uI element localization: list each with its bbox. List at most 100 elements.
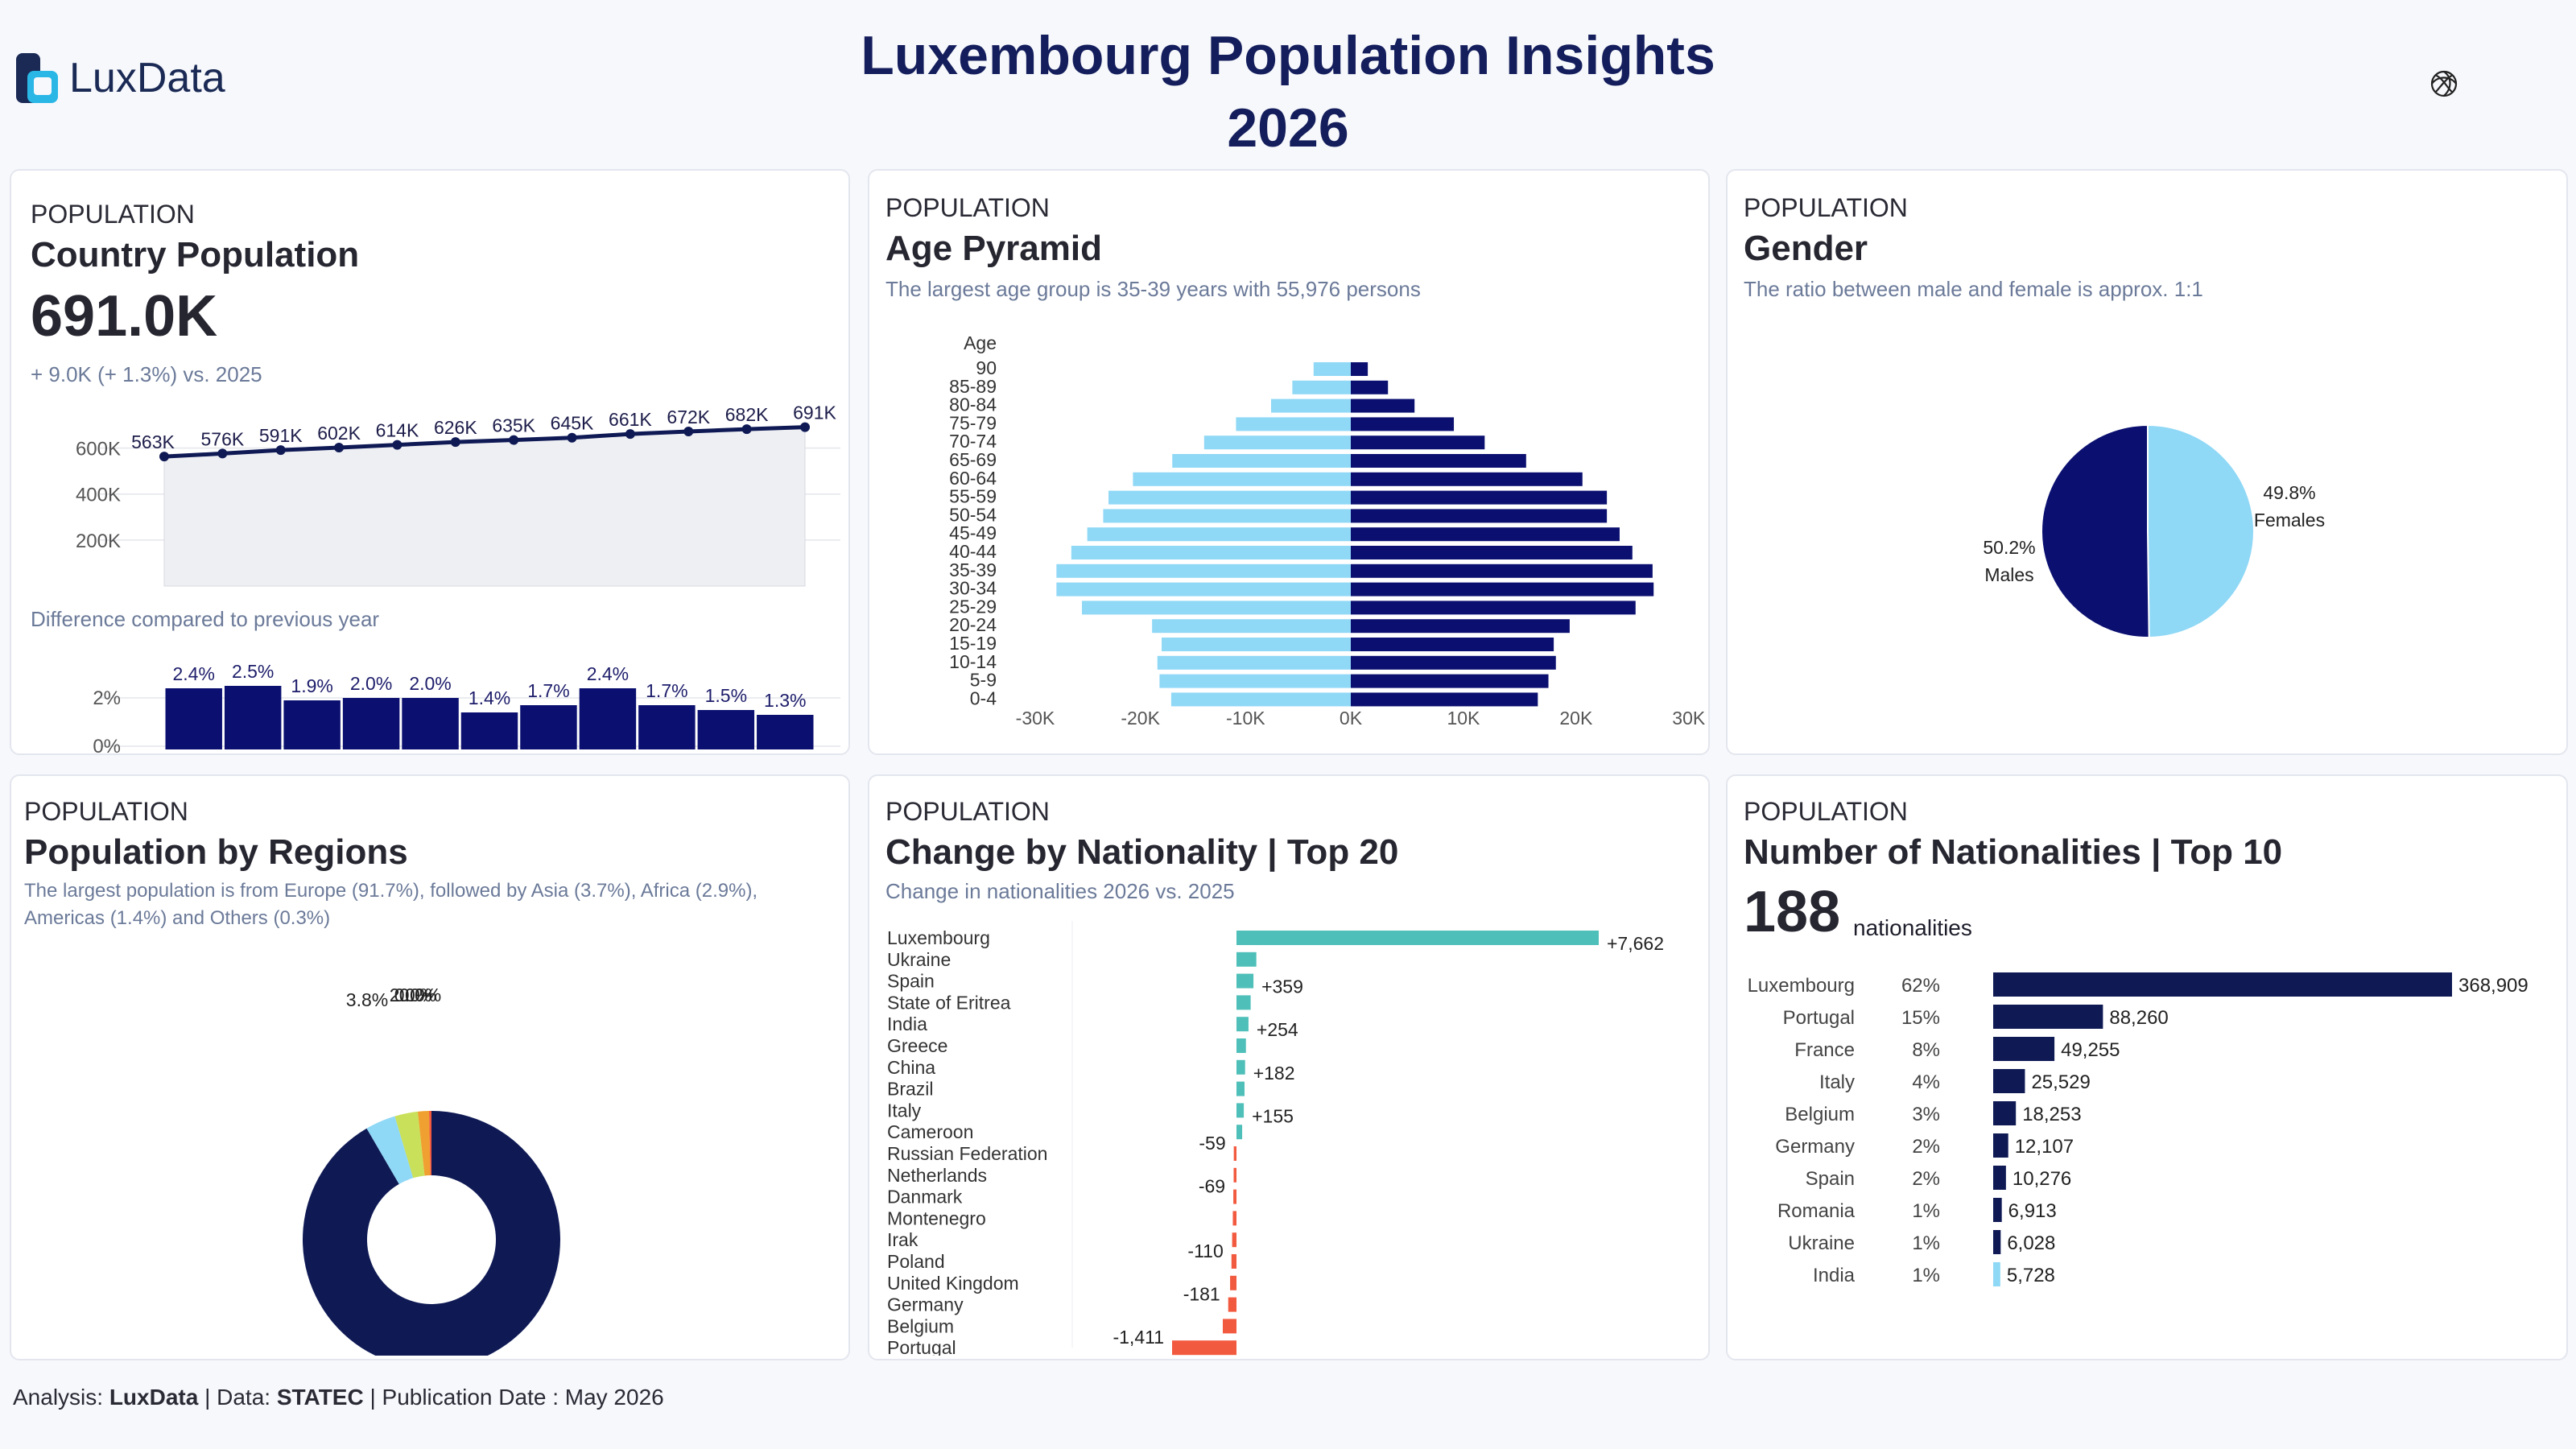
- x-tick-label: 30K: [1672, 708, 1706, 729]
- trend-value-label: 691K: [793, 404, 836, 423]
- y-tick-label: 200K: [76, 530, 121, 552]
- footer-data-value: STATEC: [276, 1385, 364, 1410]
- logo-text: LuxData: [69, 55, 225, 101]
- card-subtitle-line2: Americas (1.4%) and Others (0.3%): [24, 907, 331, 929]
- change-value-label: +7,662: [1607, 933, 1664, 954]
- regions-donut-chart: 91.7%3.8%2.0%0.0%0.0%: [303, 985, 561, 1356]
- nationality-label: Romania: [1777, 1200, 1856, 1222]
- nationality-label: Italy: [887, 1100, 922, 1121]
- age-label: 0-4: [970, 687, 997, 708]
- count-value-label: 368,909: [2458, 975, 2529, 997]
- nationality-label: Montenegro: [887, 1208, 986, 1228]
- footer: Analysis: LuxData | Data: STATEC | Publi…: [13, 1385, 664, 1410]
- trend-value-label: 591K: [259, 425, 303, 446]
- section-label: POPULATION: [886, 193, 1050, 222]
- spiral-icon[interactable]: [2428, 68, 2460, 100]
- card-subtitle: The largest population is from Europe (9…: [24, 877, 758, 932]
- card-nationality-change: POPULATION Change by Nationality | Top 2…: [868, 774, 1710, 1360]
- growth-bar: [460, 712, 518, 749]
- logo[interactable]: LuxData: [16, 53, 225, 103]
- female-bar: [1133, 472, 1351, 486]
- age-label: 10-14: [949, 651, 997, 672]
- age-label: 45-49: [949, 522, 997, 543]
- pie-value-label: 49.8%: [2263, 482, 2315, 503]
- age-label: 55-59: [949, 486, 997, 507]
- nationality-label: Cameroon: [887, 1121, 973, 1142]
- nationality-label: Belgium: [1785, 1104, 1855, 1125]
- trend-point: [450, 437, 460, 448]
- nationality-share: 3%: [1912, 1104, 1940, 1125]
- change-bar: [1233, 1189, 1236, 1204]
- count-bar: [1993, 1166, 2006, 1190]
- nationality-label: Luxembourg: [1748, 975, 1855, 997]
- growth-bar: [520, 705, 577, 749]
- nationality-count-chart: Luxembourg 62% 368,909 Portugal 15% 88,260 Fra…: [1748, 972, 2529, 1286]
- card-title: Number of Nationalities | Top 10: [1744, 832, 2283, 872]
- trend-point: [567, 432, 577, 443]
- change-bar: [1236, 973, 1254, 989]
- trend-point: [275, 445, 286, 456]
- female-bar: [1292, 380, 1351, 394]
- count-bar: [1993, 1101, 2017, 1125]
- trend-point: [509, 435, 519, 445]
- nationality-label: Germany: [1775, 1136, 1855, 1158]
- card-title: Age Pyramid: [886, 229, 1102, 268]
- female-bar: [1236, 417, 1351, 431]
- card-gender: POPULATION Gender The ratio between male…: [1726, 169, 2568, 755]
- growth-value-label: 1.7%: [527, 680, 569, 701]
- change-bar: [1222, 1319, 1236, 1334]
- pie-category-label: Females: [2254, 510, 2325, 530]
- nationality-label: Portugal: [887, 1337, 956, 1356]
- logo-icon: [16, 53, 58, 103]
- age-label: 40-44: [949, 541, 997, 562]
- male-bar: [1351, 472, 1583, 486]
- age-label: 75-79: [949, 412, 997, 433]
- female-bar: [1071, 546, 1351, 559]
- male-bar: [1351, 417, 1455, 431]
- count-bar: [1993, 1037, 2055, 1061]
- female-bar: [1159, 674, 1351, 688]
- nationality-label: Danmark: [887, 1187, 963, 1208]
- change-value-label: -59: [1199, 1133, 1225, 1154]
- change-bar: [1233, 1146, 1236, 1161]
- card-nationality-count: POPULATION Number of Nationalities | Top…: [1726, 774, 2568, 1360]
- nationality-label: Russian Federation: [887, 1143, 1047, 1164]
- nationality-label: Belgium: [887, 1315, 954, 1336]
- growth-bar: [342, 698, 400, 749]
- change-value-label: -1,411: [1113, 1327, 1164, 1348]
- card-subtitle: The ratio between male and female is app…: [1744, 277, 2203, 301]
- header: LuxData Luxembourg Population Insights 2…: [0, 0, 2576, 165]
- growth-chart-title: Difference compared to previous year: [31, 607, 380, 631]
- count-bar: [1993, 1069, 2025, 1093]
- card-subtitle: Change in nationalities 2026 vs. 2025: [886, 879, 1235, 903]
- nationality-label: Portugal: [1783, 1007, 1855, 1029]
- age-label: 70-74: [949, 431, 997, 452]
- section-label: POPULATION: [31, 200, 195, 229]
- pie-value-label: 50.2%: [1983, 537, 2035, 558]
- card-country-population: POPULATION Country Population 691.0K + 9…: [10, 169, 850, 755]
- donut-slice: [428, 1111, 431, 1176]
- male-bar: [1351, 490, 1608, 505]
- kpi-value: 691.0K: [31, 284, 218, 349]
- female-bar: [1087, 527, 1351, 542]
- section-label: POPULATION: [24, 797, 188, 826]
- female-bar: [1162, 638, 1351, 651]
- trend-value-label: 576K: [201, 428, 245, 449]
- trend-point: [683, 427, 694, 436]
- card-subtitle: The largest age group is 35-39 years wit…: [886, 277, 1421, 301]
- x-tick-label: 0K: [1340, 708, 1363, 729]
- trend-value-label: 682K: [725, 404, 769, 425]
- count-value-label: 6,913: [2008, 1200, 2057, 1222]
- change-bar: [1230, 1275, 1236, 1290]
- male-bar: [1351, 380, 1389, 394]
- growth-bar: [757, 715, 814, 749]
- nationality-label: Greece: [887, 1035, 947, 1056]
- male-bar: [1351, 398, 1415, 413]
- growth-value-label: 1.4%: [469, 687, 510, 708]
- donut-slice: [366, 1116, 414, 1184]
- female-bar: [1108, 490, 1351, 505]
- nationality-label: Irak: [887, 1229, 919, 1250]
- nationality-label: Italy: [1819, 1071, 1855, 1093]
- male-bar: [1351, 582, 1654, 597]
- nationality-label: Luxembourg: [887, 927, 990, 948]
